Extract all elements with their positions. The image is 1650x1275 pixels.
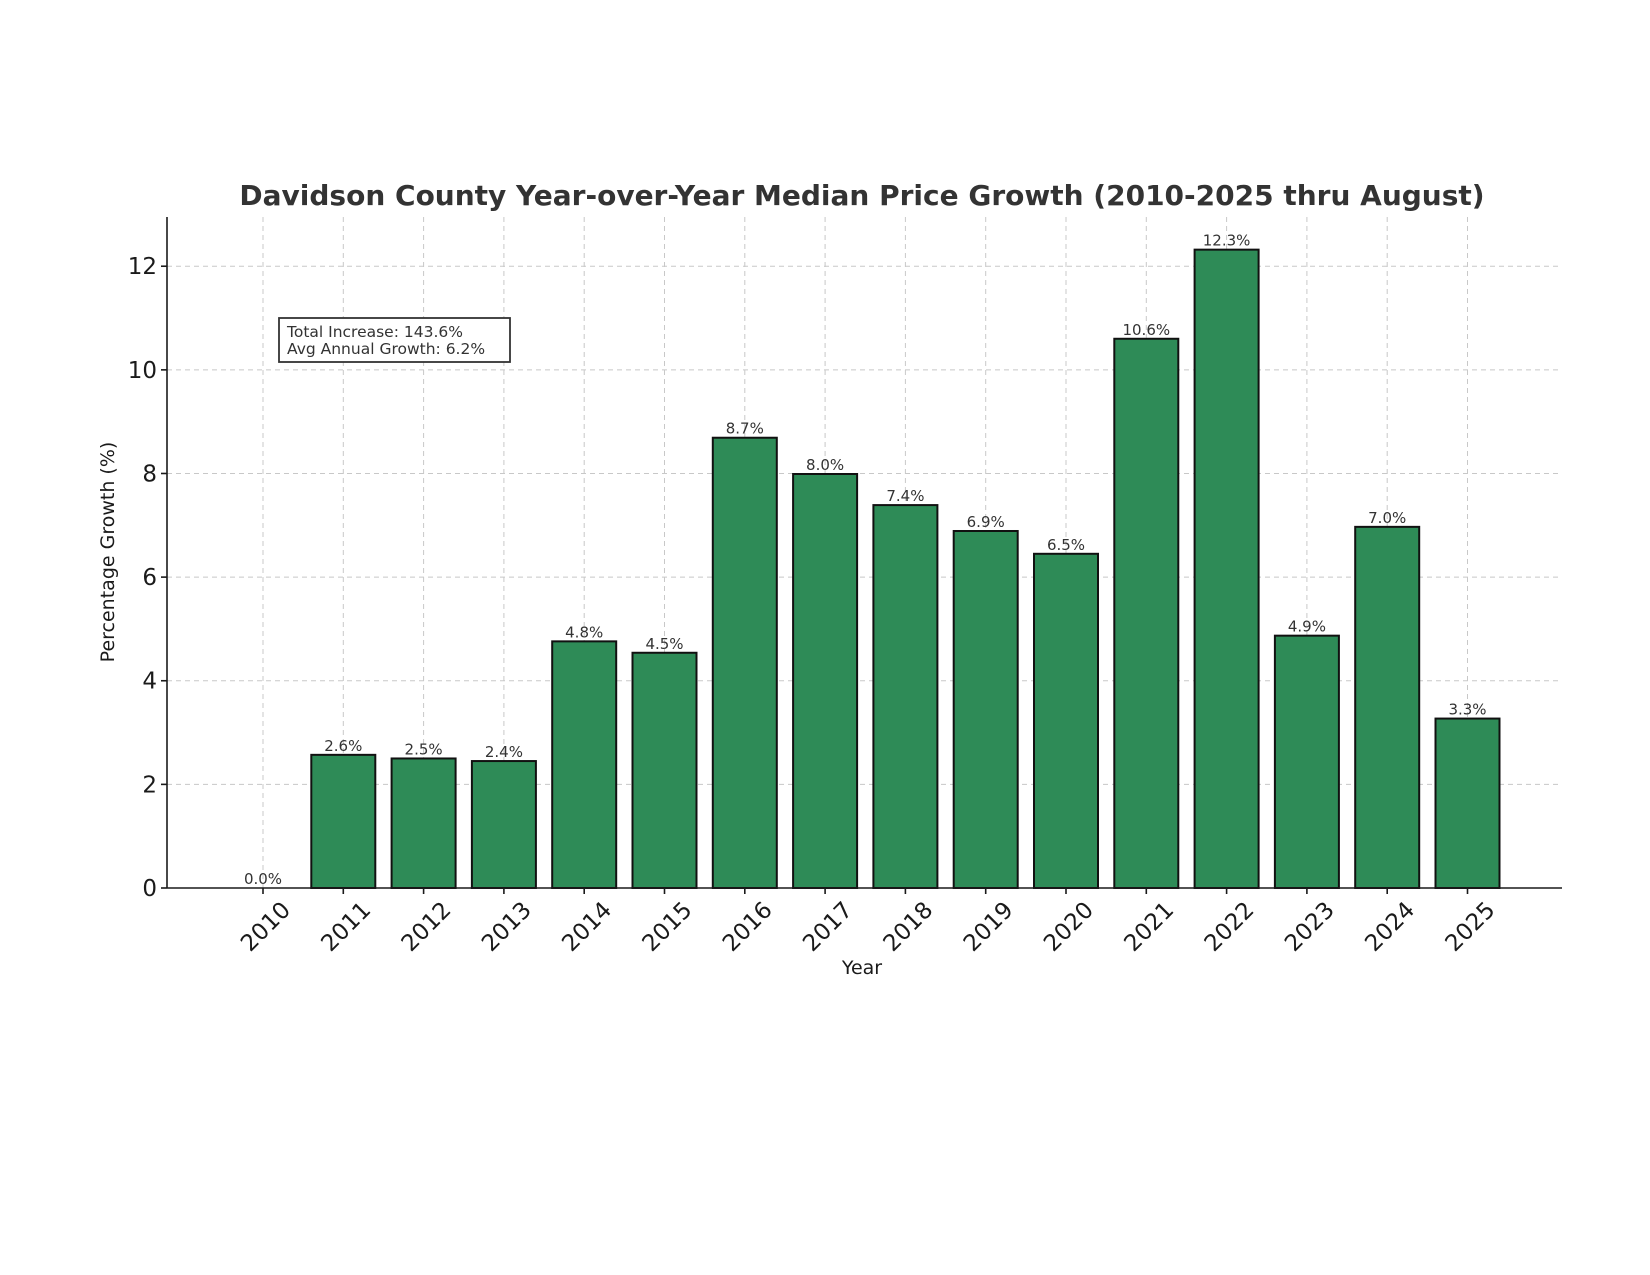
annotation-frame [278, 317, 511, 363]
data-label: 3.3% [1448, 701, 1486, 719]
y-tick-label: 0 [142, 876, 157, 902]
bar-2021 [1113, 337, 1180, 889]
y-tick-label: 4 [142, 669, 157, 695]
x-tick-label: 2013 [477, 897, 537, 957]
data-label: 6.5% [1047, 536, 1085, 554]
x-axis-label: Year [841, 957, 882, 979]
bar-2025 [1434, 717, 1501, 890]
y-tick-label: 2 [142, 772, 157, 798]
bar-2017 [792, 473, 859, 889]
x-tick-label: 2019 [959, 897, 1019, 957]
data-label: 8.7% [726, 420, 764, 438]
y-tick-label: 10 [128, 358, 157, 384]
data-label: 2.5% [405, 740, 443, 758]
data-label: 7.4% [886, 487, 924, 505]
bar-2013 [470, 760, 537, 890]
data-label: 2.6% [324, 737, 362, 755]
data-label: 4.5% [645, 635, 683, 653]
data-label: 7.0% [1368, 509, 1406, 527]
bar-2015 [631, 651, 698, 890]
data-label: 12.3% [1203, 232, 1251, 250]
data-labels: 0.0% 2.6% 2.5% 2.4% 4.8% 4.5% 8.7% 8.0% 7.4% 6.9%… [244, 232, 1487, 888]
annotation-total-increase: Total Increase: 143.6% [286, 323, 463, 341]
x-tick-label: 2012 [397, 897, 457, 957]
x-tick-label: 2024 [1360, 897, 1420, 957]
x-tick-label: 2021 [1119, 897, 1179, 957]
axes [161, 217, 1562, 894]
chart-title: Davidson County Year-over-Year Median Pr… [239, 179, 1484, 212]
bar-2018 [872, 504, 939, 889]
x-tick-label: 2015 [638, 897, 698, 957]
x-tick-label: 2020 [1039, 897, 1099, 957]
y-tick-label: 12 [128, 254, 157, 280]
bar-2023 [1273, 634, 1340, 889]
annotation-avg-growth: Avg Annual Growth: 6.2% [287, 340, 485, 358]
bar-2011 [310, 753, 377, 890]
x-tick-label: 2011 [316, 897, 376, 957]
x-tick-label: 2018 [879, 897, 939, 957]
data-label: 8.0% [806, 456, 844, 474]
bar-2014 [551, 640, 618, 890]
x-tick-label: 2016 [718, 897, 778, 957]
bar-2020 [1033, 552, 1099, 889]
bar-2022 [1193, 248, 1260, 889]
x-tick-label: 2017 [798, 897, 858, 957]
stats-annotation-box: Total Increase: 143.6% Avg Annual Growth… [278, 317, 511, 363]
data-label: 10.6% [1122, 321, 1170, 339]
data-label: 0.0% [244, 870, 282, 888]
data-label: 4.9% [1288, 618, 1326, 636]
y-tick-label: 6 [142, 565, 157, 591]
x-tick-label: 2025 [1441, 897, 1501, 957]
x-tick-label: 2022 [1200, 897, 1260, 957]
y-tick-label: 8 [142, 461, 157, 487]
bars [310, 248, 1501, 890]
data-label: 6.9% [967, 513, 1005, 531]
data-label: 4.8% [565, 623, 603, 641]
x-tick-label: 2023 [1280, 897, 1340, 957]
bar-2019 [952, 529, 1019, 889]
x-tick-label: 2014 [557, 897, 617, 957]
bar-2012 [390, 757, 457, 889]
data-label: 2.4% [485, 743, 523, 761]
bar-2016 [711, 436, 778, 889]
bar-2024 [1354, 525, 1421, 889]
y-axis-label: Percentage Growth (%) [97, 442, 119, 663]
x-tick-label: 2010 [236, 897, 296, 957]
